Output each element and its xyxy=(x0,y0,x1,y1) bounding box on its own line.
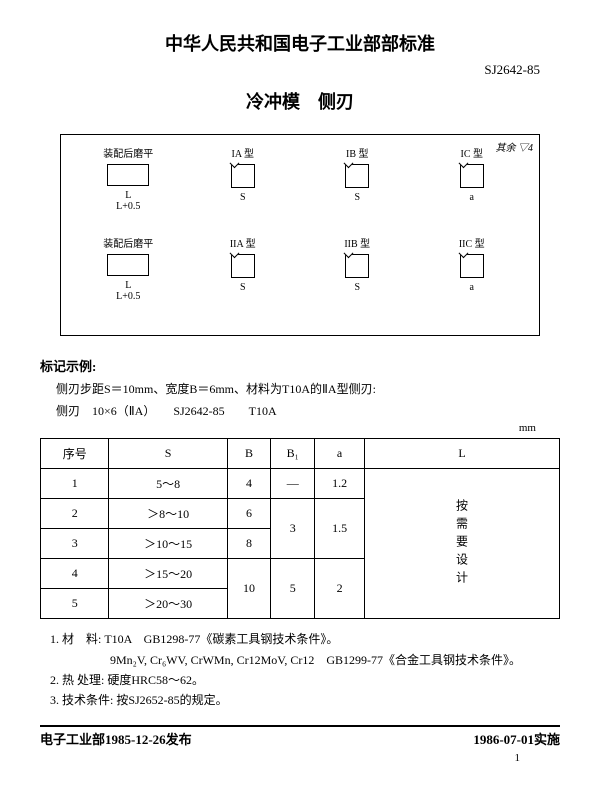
subtitle: 冷冲模 侧刃 xyxy=(40,88,560,114)
shape-main-2 xyxy=(107,254,149,276)
type-ib: IB 型 xyxy=(300,145,415,160)
cell-b: 6 xyxy=(227,499,271,529)
diag-label: 装配后磨平 xyxy=(71,145,186,160)
example-heading: 标记示例: xyxy=(40,356,560,375)
th-s: S xyxy=(109,439,227,469)
cell-s: ＞15～20 xyxy=(109,559,227,589)
table-row: 1 5～8 4 — 1.2 按需要设计 xyxy=(41,469,560,499)
footer: 电子工业部1985-12-26发布 1986-07-01实施 xyxy=(40,725,560,748)
cell-b: 4 xyxy=(227,469,271,499)
cell-a: 2 xyxy=(315,559,365,619)
footer-right: 1986-07-01实施 xyxy=(473,729,560,748)
cell-b1: 5 xyxy=(271,559,315,619)
diag-label-2: 装配后磨平 xyxy=(71,235,186,250)
cell-a: 1.5 xyxy=(315,499,365,559)
cell-s: ＞8～10 xyxy=(109,499,227,529)
shape-ib xyxy=(345,164,369,188)
dim-s-4: S xyxy=(300,282,415,293)
cell-s: ＞10～15 xyxy=(109,529,227,559)
example-line1: 侧刃步距S＝10mm、宽度B＝6mm、材料为T10A的ⅡA型侧刃: xyxy=(56,379,560,401)
page-title: 中华人民共和国电子工业部部标准 xyxy=(40,30,560,56)
cell-b: 10 xyxy=(227,559,271,619)
cell-no: 4 xyxy=(41,559,109,589)
cell-b1: — xyxy=(271,469,315,499)
footer-left: 电子工业部1985-12-26发布 xyxy=(40,729,192,748)
th-no: 序号 xyxy=(41,439,109,469)
dim-a-2: a xyxy=(415,282,530,293)
th-a: a xyxy=(315,439,365,469)
cell-s: 5～8 xyxy=(109,469,227,499)
dim-l-2: L xyxy=(71,280,186,291)
note-2: 2. 热 处理: 硬度HRC58～62。 xyxy=(50,670,560,690)
table-header-row: 序号 S B B₁ a L xyxy=(41,439,560,469)
type-iib: IIB 型 xyxy=(300,235,415,250)
standard-code: SJ2642-85 xyxy=(40,62,560,78)
spec-table: 序号 S B B₁ a L 1 5～8 4 — 1.2 按需要设计 2 ＞8～1… xyxy=(40,438,560,619)
dim-l05-2: L+0.5 xyxy=(71,291,186,302)
dim-s-1: S xyxy=(186,192,301,203)
shape-iic xyxy=(460,254,484,278)
cell-s: ＞20～30 xyxy=(109,589,227,619)
cell-no: 5 xyxy=(41,589,109,619)
shape-main-1 xyxy=(107,164,149,186)
cell-a: 1.2 xyxy=(315,469,365,499)
dim-s-3: S xyxy=(186,282,301,293)
cell-no: 3 xyxy=(41,529,109,559)
example-line2: 侧刃 10×6（ⅡA） SJ2642-85 T10A xyxy=(56,401,560,423)
cell-l: 按需要设计 xyxy=(364,469,559,619)
note-1a: 1. 材 料: T10A GB1298-77《碳素工具钢技术条件》。 xyxy=(50,629,560,649)
type-iia: IIA 型 xyxy=(186,235,301,250)
cell-b1: 3 xyxy=(271,499,315,559)
note-1b: 9Mn₂V, Cr₆WV, CrWMn, Cr12MoV, Cr12 GB129… xyxy=(110,650,560,670)
dim-l: L xyxy=(71,190,186,201)
cell-no: 1 xyxy=(41,469,109,499)
note-3: 3. 技术条件: 按SJ2652-85的规定。 xyxy=(50,690,560,710)
type-iic: IIC 型 xyxy=(415,235,530,250)
dim-l05: L+0.5 xyxy=(71,201,186,212)
cell-b: 8 xyxy=(227,529,271,559)
shape-ia xyxy=(231,164,255,188)
th-l: L xyxy=(364,439,559,469)
dim-a-1: a xyxy=(415,192,530,203)
notes-block: 1. 材 料: T10A GB1298-77《碳素工具钢技术条件》。 9Mn₂V… xyxy=(50,629,560,711)
type-ic: IC 型 xyxy=(415,145,530,160)
th-b1: B₁ xyxy=(271,439,315,469)
page-number: 1 xyxy=(40,752,560,764)
cell-no: 2 xyxy=(41,499,109,529)
dim-s-2: S xyxy=(300,192,415,203)
shape-iia xyxy=(231,254,255,278)
shape-iib xyxy=(345,254,369,278)
shape-ic xyxy=(460,164,484,188)
type-ia: IA 型 xyxy=(186,145,301,160)
unit-label: mm xyxy=(40,422,560,434)
technical-diagram: 其余 ▽4 装配后磨平 L L+0.5 IA 型 S IB 型 S IC 型 a… xyxy=(60,134,540,336)
th-b: B xyxy=(227,439,271,469)
